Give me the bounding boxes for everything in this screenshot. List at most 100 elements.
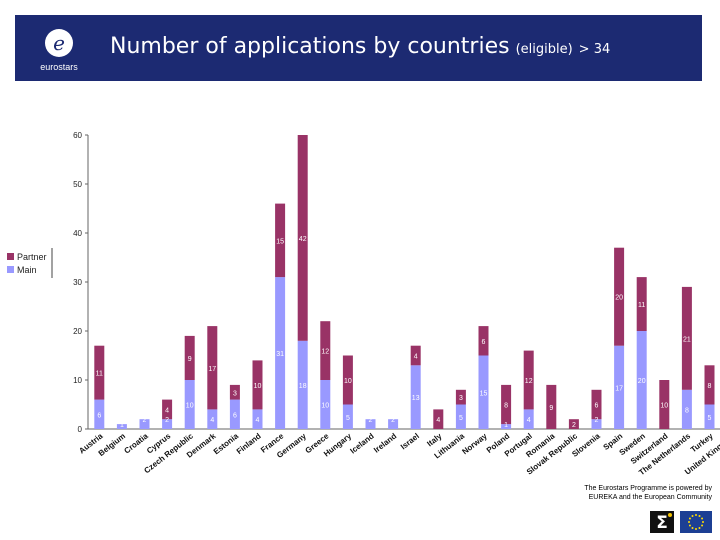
data-label-partner: 8: [504, 403, 508, 410]
bar-main: [365, 419, 376, 429]
bar-main: [297, 340, 308, 429]
svg-text:Σ: Σ: [656, 513, 668, 533]
data-label-main: 5: [346, 415, 350, 422]
data-label-main: 6: [97, 412, 101, 419]
data-label-main: 4: [527, 417, 531, 424]
bar-main: [116, 424, 127, 429]
bar-main: [162, 419, 173, 429]
bar-main: [501, 424, 512, 429]
bar-main: [478, 355, 489, 429]
bar-partner: [184, 335, 195, 380]
bar-main: [591, 419, 602, 429]
data-label-partner: 20: [615, 295, 623, 302]
data-label-main: 18: [299, 383, 307, 390]
x-tick-label: Croatia: [122, 431, 150, 455]
eu-star: [698, 514, 701, 517]
data-label-partner: 17: [208, 366, 216, 373]
data-label-main: 4: [210, 417, 214, 424]
bar-partner: [320, 321, 331, 380]
data-label-main: 2: [165, 417, 169, 424]
data-label-partner: 8: [708, 383, 712, 390]
x-tick-label: Norway: [460, 431, 489, 456]
data-label-main: 31: [276, 351, 284, 358]
bar-partner: [252, 360, 263, 410]
stacked-bar-chart: 0102030405060PartnerMain611Austria1Belgi…: [7, 131, 720, 477]
svg-text:e: e: [53, 31, 65, 55]
y-tick-label: 0: [78, 425, 83, 434]
bar-main: [94, 399, 105, 429]
eu-star: [695, 528, 697, 530]
y-tick-label: 40: [73, 229, 82, 238]
bar-partner: [275, 203, 286, 278]
data-label-partner: 10: [660, 403, 668, 410]
y-tick-label: 50: [73, 180, 82, 189]
logo-text: eurostars: [40, 62, 78, 72]
data-label-partner: 4: [414, 354, 418, 361]
bar-main: [207, 409, 218, 429]
title-suffix: > 34: [578, 42, 611, 57]
data-label-main: 2: [369, 417, 373, 424]
data-label-main: 4: [256, 417, 260, 424]
data-label-main: 1: [120, 422, 124, 429]
data-label-main: 5: [459, 415, 463, 422]
bar-partner: [546, 384, 557, 429]
data-label-partner: 12: [321, 349, 329, 356]
data-label-partner: 11: [96, 371, 103, 378]
y-tick-label: 30: [73, 278, 82, 287]
bar-main: [184, 380, 195, 429]
x-tick-label: Iceland: [348, 431, 375, 455]
bar-main: [410, 365, 421, 429]
legend-swatch-partner: [7, 253, 14, 260]
bar-main: [320, 380, 331, 429]
x-tick-label: Israel: [399, 431, 421, 451]
eu-star: [695, 514, 697, 516]
data-label-partner: 9: [549, 405, 553, 412]
data-label-main: 13: [412, 395, 420, 402]
bar-partner: [568, 419, 579, 429]
bar-partner: [433, 409, 444, 429]
eureka-sigma-icon: Σ: [650, 511, 674, 533]
page-title: Number of applications by countries (elig…: [110, 34, 610, 59]
eu-star: [702, 521, 704, 523]
data-label-main: 20: [638, 378, 646, 385]
data-label-main: 1: [504, 422, 508, 429]
bar-partner: [455, 389, 466, 405]
bar-partner: [342, 355, 353, 405]
title-subtitle: (eligible): [515, 42, 573, 57]
data-label-main: 8: [685, 407, 689, 414]
data-label-partner: 3: [459, 395, 463, 402]
data-label-partner: 21: [683, 336, 691, 343]
bar-partner: [94, 345, 105, 400]
bar-main: [388, 419, 399, 429]
bar-partner: [636, 277, 647, 331]
footer-line-1: The Eurostars Programme is powered by: [584, 485, 712, 492]
data-label-main: 17: [615, 385, 623, 392]
x-tick-label: Finland: [235, 431, 263, 456]
bar-main: [614, 345, 625, 429]
eu-star: [698, 527, 701, 530]
legend-swatch-main: [7, 266, 14, 273]
eu-star: [691, 514, 694, 517]
legend-label-main: Main: [17, 265, 37, 275]
bar-main: [342, 404, 353, 429]
footer-line-2: EUREKA and the European Community: [588, 494, 712, 501]
data-label-partner: 3: [233, 390, 237, 397]
data-label-partner: 10: [254, 383, 262, 390]
data-label-partner: 4: [436, 417, 440, 424]
eu-star: [688, 517, 691, 520]
data-label-partner: 15: [276, 238, 284, 245]
data-label-partner: 6: [482, 339, 486, 346]
bar-main: [139, 419, 150, 429]
bar-partner: [523, 350, 534, 410]
eu-star: [701, 524, 704, 527]
bar-main: [275, 277, 286, 429]
eu-flag-icon: [680, 511, 712, 533]
bar-partner: [297, 135, 308, 341]
bar-partner: [681, 286, 692, 390]
bar-main: [252, 409, 263, 429]
eu-star: [688, 524, 691, 527]
data-label-main: 10: [186, 403, 194, 410]
footer-text: The Eurostars Programme is powered by EU…: [540, 484, 712, 502]
eu-star: [701, 517, 704, 520]
bar-main: [229, 399, 240, 429]
